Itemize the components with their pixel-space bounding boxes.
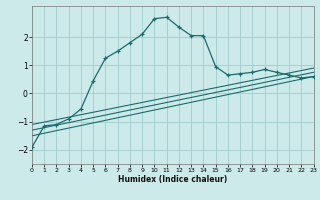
X-axis label: Humidex (Indice chaleur): Humidex (Indice chaleur) (118, 175, 228, 184)
